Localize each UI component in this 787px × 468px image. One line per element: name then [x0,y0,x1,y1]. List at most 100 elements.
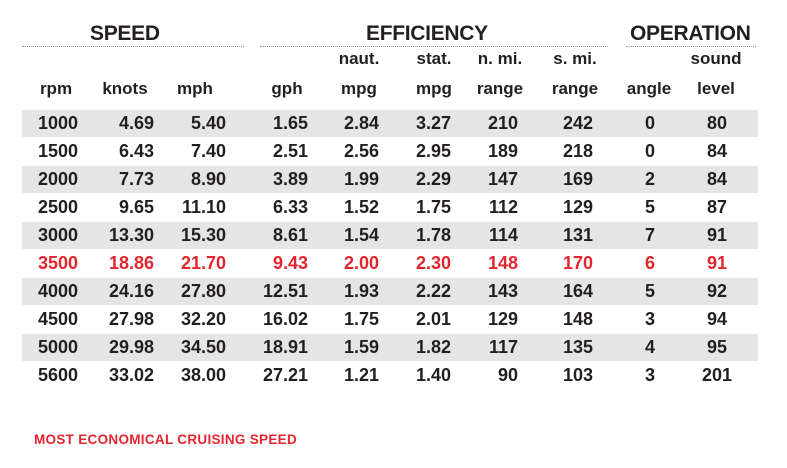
cell-gph: 27.21 [262,365,308,385]
header-n-range-line1: n. mi. [477,49,523,68]
cell-mph: 11.10 [181,197,226,217]
cell-knots: 18.86 [108,253,154,273]
header-angle-line2: angle [626,79,672,98]
cell-n-range: 117 [488,337,518,357]
cell-gph: 6.33 [272,197,308,217]
cell-stat-mpg: 2.22 [415,281,451,301]
cell-gph: 16.02 [262,309,308,329]
header-stat-mpg-line1: stat. [416,49,452,68]
cell-stat-mpg: 1.75 [415,197,451,217]
cell-sound: 87 [706,197,728,217]
efficiency-group-title: EFFICIENCY [366,22,488,45]
cell-mph: 27.80 [180,281,226,301]
cell-knots: 33.02 [108,365,154,385]
cell-n-range: 210 [487,113,518,133]
cell-s-range: 129 [562,197,593,217]
header-sound-line2: level [697,79,735,98]
header-naut-mpg-line2: mpg [341,79,377,98]
cell-knots: 29.98 [108,337,154,357]
cell-gph: 18.91 [262,337,308,357]
cell-s-range: 103 [562,365,593,385]
cell-mph: 7.40 [190,141,226,161]
cell-stat-mpg: 1.78 [415,225,451,245]
cell-n-range: 129 [487,309,518,329]
cell-naut-mpg: 2.84 [343,113,379,133]
cell-naut-mpg: 1.93 [343,281,379,301]
cell-mph: 8.90 [190,169,226,189]
cell-n-range: 112 [488,197,518,217]
cell-sound: 95 [706,337,728,357]
cell-sound: 201 [701,365,733,385]
cell-s-range: 242 [562,113,593,133]
cell-angle: 4 [644,337,655,357]
cell-stat-mpg: 2.01 [415,309,451,329]
header-stat-mpg-line2: mpg [416,79,452,98]
cell-knots: 27.98 [108,309,154,329]
cell-stat-mpg: 1.40 [415,365,451,385]
cell-naut-mpg: 1.99 [343,169,379,189]
header-sound-line1: sound [690,49,742,68]
cell-stat-mpg: 2.95 [415,141,451,161]
table-row: 4000 24.16 27.80 12.51 1.93 2.22 143 164 5 92 [22,278,758,305]
cell-sound: 84 [706,169,728,189]
cell-angle: 0 [644,141,655,161]
cell-stat-mpg: 2.30 [415,253,451,273]
header-n-range-line2: range [476,79,524,98]
speed-group: SPEED [22,22,244,47]
header-s-range-line1: s. mi. [553,49,597,68]
cell-angle: 5 [644,197,655,217]
cell-gph: 8.61 [272,225,308,245]
cell-angle: 0 [644,113,655,133]
table-row: 1500 6.43 7.40 2.51 2.56 2.95 189 218 0 84 [22,138,758,165]
cell-n-range: 148 [487,253,518,273]
cell-n-range: 189 [487,141,518,161]
cell-s-range: 148 [562,309,593,329]
cell-sound: 94 [706,309,728,329]
cell-s-range: 164 [562,281,593,301]
cell-knots: 9.65 [118,197,154,217]
table-row: 5600 33.02 38.00 27.21 1.21 1.40 90 103 3 201 [22,362,758,389]
cell-stat-mpg: 2.29 [415,169,451,189]
cell-mph: 15.30 [180,225,226,245]
cell-sound: 80 [706,113,728,133]
cell-sound: 92 [706,281,728,301]
cell-stat-mpg: 3.27 [415,113,451,133]
cell-rpm: 2000 [37,169,79,189]
cell-naut-mpg: 1.21 [343,365,379,385]
cell-rpm: 3500 [37,253,79,273]
header-mph-line2: mph [177,79,213,98]
header-naut-mpg-line1: naut. [338,49,380,68]
cell-rpm: 5000 [37,337,79,357]
table-row: 2000 7.73 8.90 3.89 1.99 2.29 147 169 2 84 [22,166,758,193]
efficiency-group: EFFICIENCY [260,22,608,47]
cell-gph: 3.89 [272,169,308,189]
cell-naut-mpg: 1.52 [343,197,379,217]
cell-rpm: 1500 [37,141,79,161]
cell-naut-mpg: 1.75 [343,309,379,329]
cell-s-range: 169 [562,169,593,189]
cell-n-range: 90 [497,365,518,385]
cell-rpm: 3000 [37,225,79,245]
cell-angle: 3 [644,309,655,329]
operation-group: OPERATION [626,22,756,47]
cell-gph: 9.43 [272,253,308,273]
table-row: 1000 4.69 5.40 1.65 2.84 3.27 210 242 0 80 [22,110,758,137]
cell-rpm: 4000 [37,281,79,301]
header-knots-line2: knots [102,79,148,98]
cell-mph: 38.00 [180,365,226,385]
cell-mph: 34.50 [180,337,226,357]
cell-rpm: 1000 [37,113,79,133]
cell-sound: 84 [706,141,728,161]
cell-gph: 2.51 [272,141,308,161]
cell-gph: 1.65 [272,113,308,133]
cell-angle: 3 [644,365,655,385]
cell-n-range: 143 [487,281,518,301]
cell-angle: 6 [644,253,655,273]
cell-knots: 6.43 [118,141,154,161]
cell-knots: 7.73 [118,169,154,189]
cell-s-range: 218 [562,141,593,161]
cell-s-range: 170 [562,253,593,273]
cell-angle: 7 [644,225,655,245]
cell-knots: 4.69 [118,113,154,133]
cell-s-range: 131 [562,225,593,245]
